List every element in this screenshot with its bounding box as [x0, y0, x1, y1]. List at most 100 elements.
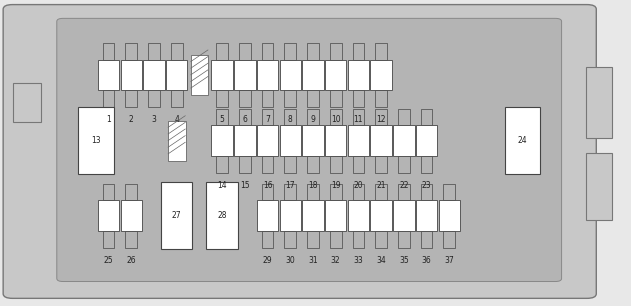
Text: 6: 6	[242, 115, 247, 124]
Bar	[307, 231, 319, 248]
Text: 25: 25	[103, 256, 114, 264]
Text: 7: 7	[265, 115, 270, 124]
FancyBboxPatch shape	[3, 5, 596, 298]
Bar	[239, 43, 251, 60]
Text: 19: 19	[331, 181, 341, 189]
Bar	[353, 156, 364, 173]
Bar	[239, 90, 251, 107]
Bar	[126, 43, 137, 60]
Text: 21: 21	[376, 181, 386, 189]
Text: 14: 14	[217, 181, 227, 189]
Bar	[126, 184, 137, 200]
Bar	[103, 184, 114, 200]
Text: 24: 24	[517, 136, 528, 145]
Bar	[325, 200, 346, 231]
Bar	[370, 200, 392, 231]
Bar	[262, 43, 273, 60]
Bar	[257, 200, 278, 231]
Bar	[439, 200, 460, 231]
Bar	[375, 109, 387, 125]
Bar	[234, 125, 256, 156]
Bar	[505, 107, 540, 174]
Bar	[285, 43, 296, 60]
Text: 22: 22	[399, 181, 409, 189]
Bar	[285, 156, 296, 173]
Bar	[330, 109, 341, 125]
Bar	[257, 60, 278, 90]
Bar	[398, 109, 410, 125]
Bar	[234, 60, 256, 90]
Bar	[216, 43, 228, 60]
Text: 1: 1	[106, 115, 111, 124]
Bar	[370, 125, 392, 156]
Bar	[285, 231, 296, 248]
Bar	[398, 156, 410, 173]
Bar	[302, 60, 324, 90]
Text: 4: 4	[174, 115, 179, 124]
Bar	[285, 90, 296, 107]
Bar	[353, 184, 364, 200]
Bar	[262, 184, 273, 200]
Bar	[262, 231, 273, 248]
Text: 9: 9	[310, 115, 316, 124]
Bar	[375, 90, 387, 107]
Bar	[307, 90, 319, 107]
Bar	[239, 109, 251, 125]
Bar	[375, 184, 387, 200]
Text: 29: 29	[262, 256, 273, 264]
Text: 17: 17	[285, 181, 295, 189]
Bar	[262, 156, 273, 173]
Text: 15: 15	[240, 181, 250, 189]
Bar	[330, 43, 341, 60]
Bar	[307, 43, 319, 60]
Bar	[262, 90, 273, 107]
Bar	[375, 231, 387, 248]
Bar	[206, 182, 238, 249]
Text: 23: 23	[422, 181, 432, 189]
Bar	[13, 83, 41, 122]
Bar	[302, 125, 324, 156]
Text: 13: 13	[91, 136, 101, 145]
Bar	[348, 125, 369, 156]
Bar	[121, 60, 142, 90]
Text: 27: 27	[172, 211, 182, 220]
Bar	[280, 200, 301, 231]
Text: 35: 35	[399, 256, 409, 264]
Bar	[393, 125, 415, 156]
Bar	[416, 200, 437, 231]
Bar	[398, 184, 410, 200]
Text: 37: 37	[444, 256, 454, 264]
Bar	[330, 156, 341, 173]
Text: 32: 32	[331, 256, 341, 264]
Text: 3: 3	[151, 115, 156, 124]
Bar	[121, 200, 142, 231]
Bar	[307, 156, 319, 173]
Text: 20: 20	[353, 181, 363, 189]
Text: 36: 36	[422, 256, 432, 264]
Bar	[586, 153, 612, 220]
Bar	[103, 90, 114, 107]
Bar	[393, 200, 415, 231]
Text: 31: 31	[308, 256, 318, 264]
Bar	[211, 125, 233, 156]
Bar	[307, 184, 319, 200]
Text: 18: 18	[308, 181, 318, 189]
Bar	[353, 90, 364, 107]
Bar	[171, 43, 182, 60]
Bar	[421, 231, 432, 248]
Bar	[348, 200, 369, 231]
Bar	[143, 60, 165, 90]
Bar	[421, 156, 432, 173]
Text: 30: 30	[285, 256, 295, 264]
Text: 16: 16	[262, 181, 273, 189]
Bar	[168, 121, 186, 161]
Bar	[330, 184, 341, 200]
Bar	[78, 107, 114, 174]
Bar	[375, 156, 387, 173]
Text: 33: 33	[353, 256, 363, 264]
Bar	[103, 43, 114, 60]
Bar	[353, 109, 364, 125]
Bar	[348, 60, 369, 90]
Text: 12: 12	[376, 115, 386, 124]
Bar	[586, 67, 612, 138]
